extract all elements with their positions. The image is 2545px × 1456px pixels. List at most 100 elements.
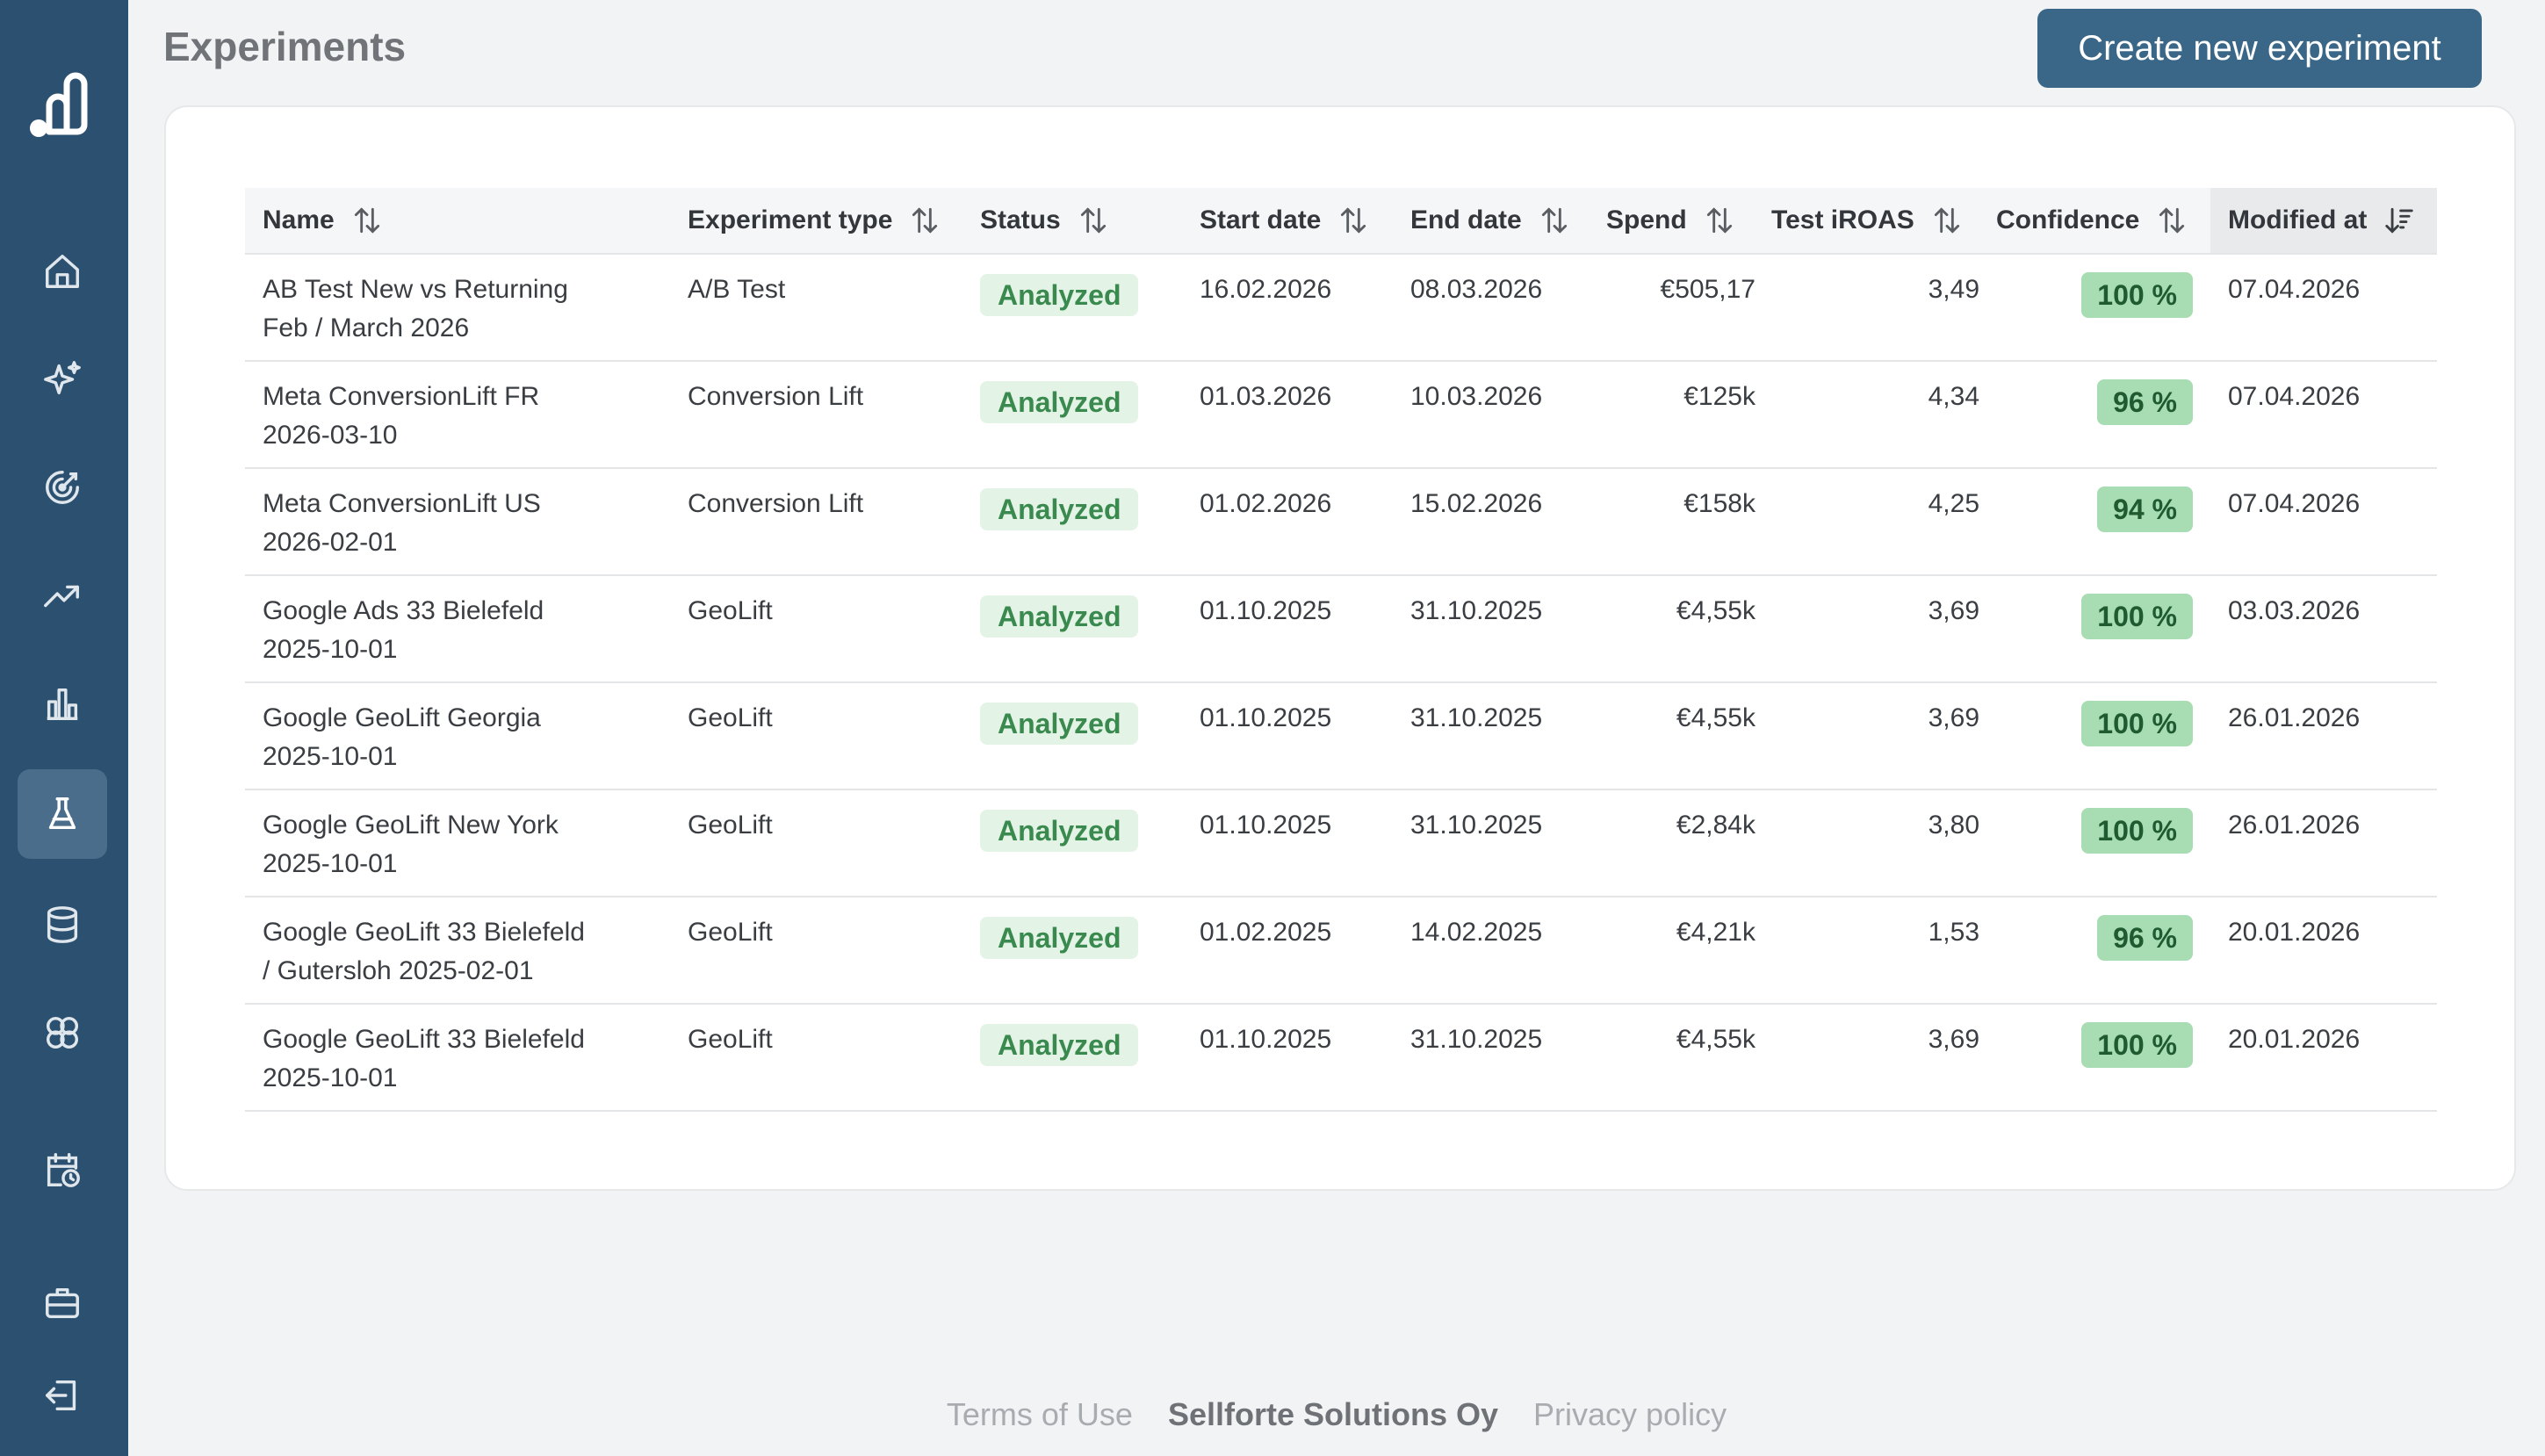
- column-header-start-date[interactable]: Start date: [1200, 188, 1370, 253]
- experiments-table: Name Experiment type Status Start date E…: [245, 188, 2437, 1112]
- table-row[interactable]: Google GeoLift New York 2025-10-01 GeoLift…: [245, 790, 2437, 897]
- table-row[interactable]: Meta ConversionLift FR 2026-03-10 Conversi…: [245, 362, 2437, 469]
- column-header-name[interactable]: Name: [245, 188, 670, 253]
- terms-link[interactable]: Terms of Use: [946, 1396, 1133, 1432]
- column-header-iroas[interactable]: Test iROAS: [1771, 188, 1964, 253]
- bar-chart-icon: [47, 688, 78, 720]
- column-header-type[interactable]: Experiment type: [688, 188, 941, 253]
- confidence-badge: 96 %: [2097, 915, 2193, 961]
- column-label: Confidence: [1996, 205, 2140, 234]
- experiment-type: Conversion Lift: [688, 489, 864, 518]
- status-badge: Analyzed: [980, 595, 1139, 638]
- end-date: 31.10.2025: [1410, 811, 1543, 840]
- experiment-name[interactable]: Google GeoLift New York 2025-10-01: [263, 806, 649, 883]
- column-label: Name: [263, 205, 335, 234]
- nav-experiments[interactable]: [18, 769, 107, 859]
- nav-trends[interactable]: [18, 551, 107, 640]
- modified-date: 20.01.2026: [2228, 918, 2361, 947]
- confidence-cell: 94 %: [2001, 469, 2193, 574]
- start-date: 16.02.2026: [1200, 275, 1332, 304]
- experiment-name[interactable]: AB Test New vs Returning Feb / March 2026: [263, 270, 649, 348]
- experiments-card: Name Experiment type Status Start date E…: [164, 105, 2516, 1191]
- end-date: 31.10.2025: [1410, 596, 1543, 625]
- confidence-cell: 100 %: [2001, 576, 2193, 681]
- experiment-name-line-2: 2025-10-01: [263, 849, 398, 878]
- nav-logout[interactable]: [18, 1351, 107, 1440]
- modified-date: 20.01.2026: [2228, 1025, 2361, 1054]
- iroas-value: 1,53: [1928, 918, 1979, 947]
- confidence-cell: 96 %: [2001, 897, 2193, 1003]
- status-badge: Analyzed: [980, 917, 1139, 959]
- create-experiment-button[interactable]: Create new experiment: [2037, 9, 2482, 88]
- experiment-name-line-2: 2026-02-01: [263, 528, 398, 557]
- column-header-status[interactable]: Status: [980, 188, 1110, 253]
- column-label: End date: [1410, 205, 1522, 234]
- confidence-cell: 96 %: [2001, 362, 2193, 467]
- experiment-name-line-1: Google GeoLift Georgia: [263, 703, 541, 732]
- modified-date: 03.03.2026: [2228, 596, 2361, 625]
- sparkles-icon: [44, 361, 81, 395]
- experiment-type: GeoLift: [688, 918, 773, 947]
- experiment-type: GeoLift: [688, 596, 773, 625]
- confidence-cell: 100 %: [2001, 1005, 2193, 1110]
- brain-icon: [46, 1016, 79, 1049]
- experiment-name-line-1: Meta ConversionLift US: [263, 489, 541, 518]
- spend-value: €4,21k: [1676, 918, 1756, 947]
- status-badge: Analyzed: [980, 1024, 1139, 1066]
- database-icon: [47, 906, 78, 943]
- experiment-name-line-1: Meta ConversionLift FR: [263, 382, 540, 411]
- nav-workspace[interactable]: [18, 1258, 107, 1348]
- nav-schedule[interactable]: [18, 1125, 107, 1215]
- experiment-type: Conversion Lift: [688, 382, 864, 411]
- column-header-confidence[interactable]: Confidence: [1996, 188, 2188, 253]
- page-title: Experiments: [163, 24, 407, 69]
- spend-value: €2,84k: [1676, 811, 1756, 840]
- sidebar: [0, 0, 128, 1456]
- spend-value: €4,55k: [1676, 596, 1756, 625]
- experiment-name[interactable]: Google GeoLift Georgia 2025-10-01: [263, 699, 649, 776]
- experiment-name[interactable]: Google Ads 33 Bielefeld 2025-10-01: [263, 592, 649, 669]
- end-date: 15.02.2026: [1410, 489, 1543, 518]
- column-header-end-date[interactable]: End date: [1410, 188, 1571, 253]
- column-header-modified-at[interactable]: Modified at: [2210, 188, 2437, 253]
- modified-date: 07.04.2026: [2228, 489, 2361, 518]
- privacy-link[interactable]: Privacy policy: [1533, 1396, 1727, 1432]
- experiment-name-line-1: Google GeoLift 33 Bielefeld: [263, 918, 585, 947]
- nav-insights[interactable]: [18, 335, 107, 424]
- table-row[interactable]: Google GeoLift Georgia 2025-10-01 GeoLift A…: [245, 683, 2437, 790]
- table-row[interactable]: Meta ConversionLift US 2026-02-01 Conversi…: [245, 469, 2437, 576]
- table-row[interactable]: Google GeoLift 33 Bielefeld 2025-10-01 Geo…: [245, 1005, 2437, 1112]
- sort-icon: [1706, 207, 1732, 234]
- spend-value: €505,17: [1660, 275, 1756, 304]
- app-logo-icon[interactable]: [26, 70, 97, 149]
- table-row[interactable]: Google GeoLift 33 Bielefeld / Gutersloh 2…: [245, 897, 2437, 1005]
- nav-reports[interactable]: [18, 659, 107, 748]
- confidence-badge: 94 %: [2097, 487, 2193, 532]
- footer: Terms of Use Sellforte Solutions Oy Priv…: [64, 1396, 2545, 1433]
- briefcase-icon: [46, 1287, 79, 1319]
- table-header: Name Experiment type Status Start date E…: [245, 188, 2437, 255]
- table-row[interactable]: Google Ads 33 Bielefeld 2025-10-01 GeoLift…: [245, 576, 2437, 683]
- sort-icon: [912, 207, 938, 234]
- modified-date: 07.04.2026: [2228, 382, 2361, 411]
- nav-targets[interactable]: [18, 443, 107, 532]
- nav-home[interactable]: [18, 227, 107, 316]
- experiment-name[interactable]: Google GeoLift 33 Bielefeld 2025-10-01: [263, 1020, 649, 1098]
- iroas-value: 3,80: [1928, 811, 1979, 840]
- column-label: Status: [980, 205, 1061, 234]
- sort-icon: [354, 207, 379, 234]
- calendar-clock-icon: [47, 1153, 80, 1187]
- experiment-name[interactable]: Meta ConversionLift FR 2026-03-10: [263, 378, 649, 455]
- modified-date: 07.04.2026: [2228, 275, 2361, 304]
- column-header-spend[interactable]: Spend: [1606, 188, 1736, 253]
- modified-date: 26.01.2026: [2228, 811, 2361, 840]
- end-date: 10.03.2026: [1410, 382, 1543, 411]
- table-row[interactable]: AB Test New vs Returning Feb / March 2026…: [245, 255, 2437, 362]
- nav-models[interactable]: [18, 988, 107, 1078]
- experiment-name[interactable]: Google GeoLift 33 Bielefeld / Gutersloh 2…: [263, 913, 649, 991]
- spend-value: €4,55k: [1676, 1025, 1756, 1054]
- experiment-name[interactable]: Meta ConversionLift US 2026-02-01: [263, 485, 649, 562]
- iroas-value: 3,49: [1928, 275, 1979, 304]
- experiment-type: GeoLift: [688, 703, 773, 732]
- nav-data[interactable]: [18, 880, 107, 969]
